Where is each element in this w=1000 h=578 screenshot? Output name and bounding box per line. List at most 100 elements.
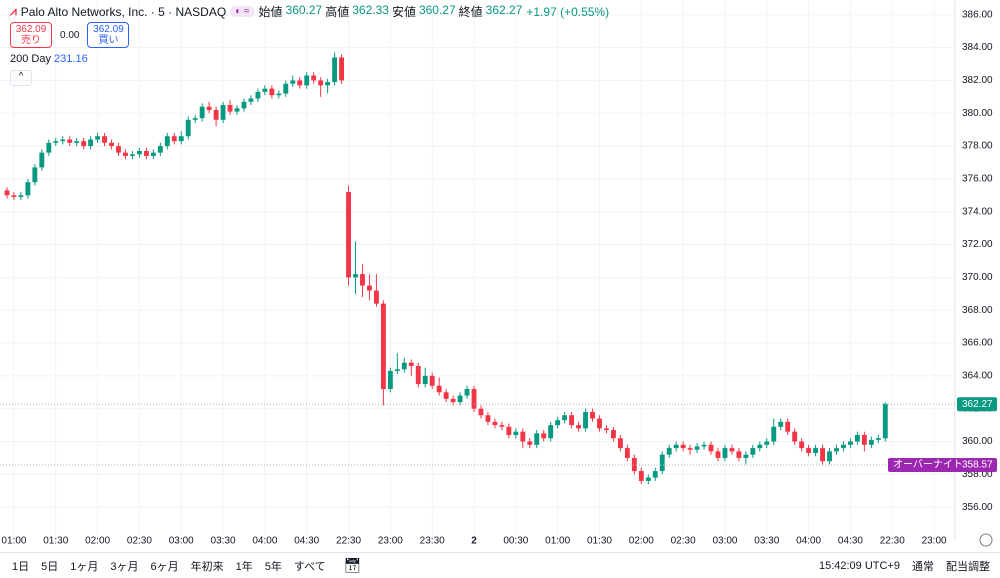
range-button[interactable]: 3ヶ月: [110, 560, 139, 573]
candle-body: [339, 57, 345, 81]
y-tick-label: 376.00: [962, 174, 993, 185]
candle-body: [820, 448, 825, 462]
collapse-button[interactable]: ^: [10, 70, 32, 86]
ohlc-label: 高値: [325, 5, 350, 19]
candle-body: [457, 395, 463, 403]
chart: 356.00358.00360.00362.00364.00366.00368.…: [0, 0, 997, 547]
toolbar: 1日 5日 1ヶ月 3ヶ月 6ヶ月 年初来 1年 5年 すべて 📅︎ 15:42:09 UTC+…: [0, 552, 1000, 578]
range-button[interactable]: 5日: [41, 560, 59, 573]
range-buttons: 1日 5日 1ヶ月 3ヶ月 6ヶ月 年初来 1年 5年 すべて: [0, 558, 326, 574]
y-tick-label: 368.00: [962, 305, 993, 316]
candle-body: [130, 154, 135, 156]
candle-body: [624, 448, 630, 458]
x-tick-label: 03:00: [169, 536, 194, 547]
candle-body: [297, 80, 303, 86]
range-button[interactable]: 1日: [12, 560, 30, 573]
candle-body: [548, 425, 554, 439]
overnight-value: 358.57: [962, 460, 993, 471]
candle-body: [680, 444, 686, 449]
trade-panel: 362.09 売り 0.00 362.09 買い: [10, 22, 130, 48]
candle-body: [659, 454, 665, 472]
candle-body: [464, 388, 470, 396]
candle-body: [199, 106, 205, 119]
buy-button[interactable]: 362.09 買い: [87, 22, 130, 48]
change: +1.97 (+0.55%): [526, 4, 610, 19]
candle-body: [67, 139, 73, 143]
candle-body: [736, 451, 742, 458]
candle-body: [422, 375, 428, 385]
adjust[interactable]: 配当調整: [946, 560, 990, 573]
range-button[interactable]: 5年: [264, 560, 282, 573]
candle-body: [834, 448, 839, 452]
candle-body: [206, 106, 212, 110]
candle-body: [778, 421, 784, 427]
buy-label: 買い: [98, 35, 119, 46]
candle-body: [478, 408, 484, 416]
candle-body: [213, 109, 219, 120]
x-tick-label: 23:00: [378, 536, 403, 547]
candle-body: [436, 385, 442, 393]
indicator-value: 231.16: [54, 53, 88, 65]
candle-body: [136, 151, 142, 155]
range-button[interactable]: 年初来: [190, 560, 224, 573]
session[interactable]: 通常: [912, 560, 934, 573]
candle-body: [39, 152, 45, 168]
time: 15:42:09 UTC+9: [818, 559, 900, 572]
candle-body: [631, 457, 637, 472]
candle-body: [18, 195, 24, 197]
candle-body: [841, 444, 846, 449]
x-tick-label: 00:30: [503, 536, 528, 547]
candle-body: [220, 105, 226, 120]
candle-body: [102, 136, 108, 143]
range-button[interactable]: すべて: [293, 560, 326, 573]
spread: 0.00: [60, 29, 80, 41]
candle-body: [771, 426, 777, 442]
x-tick-label: 04:30: [838, 536, 863, 547]
candle-body: [792, 431, 798, 442]
y-tick-label: 358.00: [962, 469, 993, 480]
x-tick-label: 2: [471, 536, 477, 547]
x-tick-label: 01:30: [43, 536, 68, 547]
candle-body: [387, 370, 393, 389]
y-tick-label: 370.00: [962, 272, 993, 283]
ohlc-label: 安値: [391, 5, 416, 19]
candle-body: [401, 362, 407, 370]
candle-body: [234, 108, 240, 112]
candle-body: [325, 82, 331, 86]
range-button[interactable]: 1ヶ月: [70, 560, 99, 573]
x-tick-label: 02:00: [629, 536, 654, 547]
y-tick-label: 386.00: [962, 9, 993, 20]
candle-body: [875, 438, 881, 440]
candle-body: [60, 139, 66, 142]
calendar-icon[interactable]: 📅︎: [343, 557, 362, 573]
x-tick-label: 02:30: [127, 536, 152, 547]
candle-body: [666, 448, 672, 455]
x-tick-label: 02:30: [671, 536, 696, 547]
candle-body: [255, 91, 261, 99]
candle-body: [4, 190, 10, 196]
candle-body: [513, 431, 519, 435]
candle-body: [750, 448, 756, 455]
x-tick-label: 04:00: [796, 536, 821, 547]
candle-body: [645, 477, 651, 481]
candle-body: [415, 366, 421, 385]
candle-body: [597, 418, 602, 429]
candle-body: [164, 136, 170, 147]
badge[interactable]: ◐ ≈: [230, 6, 255, 17]
candle-body: [227, 105, 233, 112]
candle-body: [604, 428, 609, 431]
candle-body: [583, 411, 588, 429]
sell-button[interactable]: 362.09 売り: [10, 22, 52, 48]
candle-body: [854, 434, 860, 442]
candle-body: [373, 290, 379, 304]
logo: ⩘: [10, 4, 17, 18]
y-tick-label: 356.00: [962, 502, 993, 513]
range-button[interactable]: 1年: [235, 560, 253, 573]
candle-body: [813, 448, 819, 454]
range-button[interactable]: 6ヶ月: [150, 560, 179, 573]
candle-body: [799, 441, 805, 449]
y-tick-label: 384.00: [962, 42, 993, 53]
ohlc-label: 始値: [258, 5, 283, 19]
ohlc: 始値 360.27 高値 362.33 安値 360.27 終値 362.27: [259, 3, 523, 20]
ohlc-label: 終値: [458, 5, 483, 19]
